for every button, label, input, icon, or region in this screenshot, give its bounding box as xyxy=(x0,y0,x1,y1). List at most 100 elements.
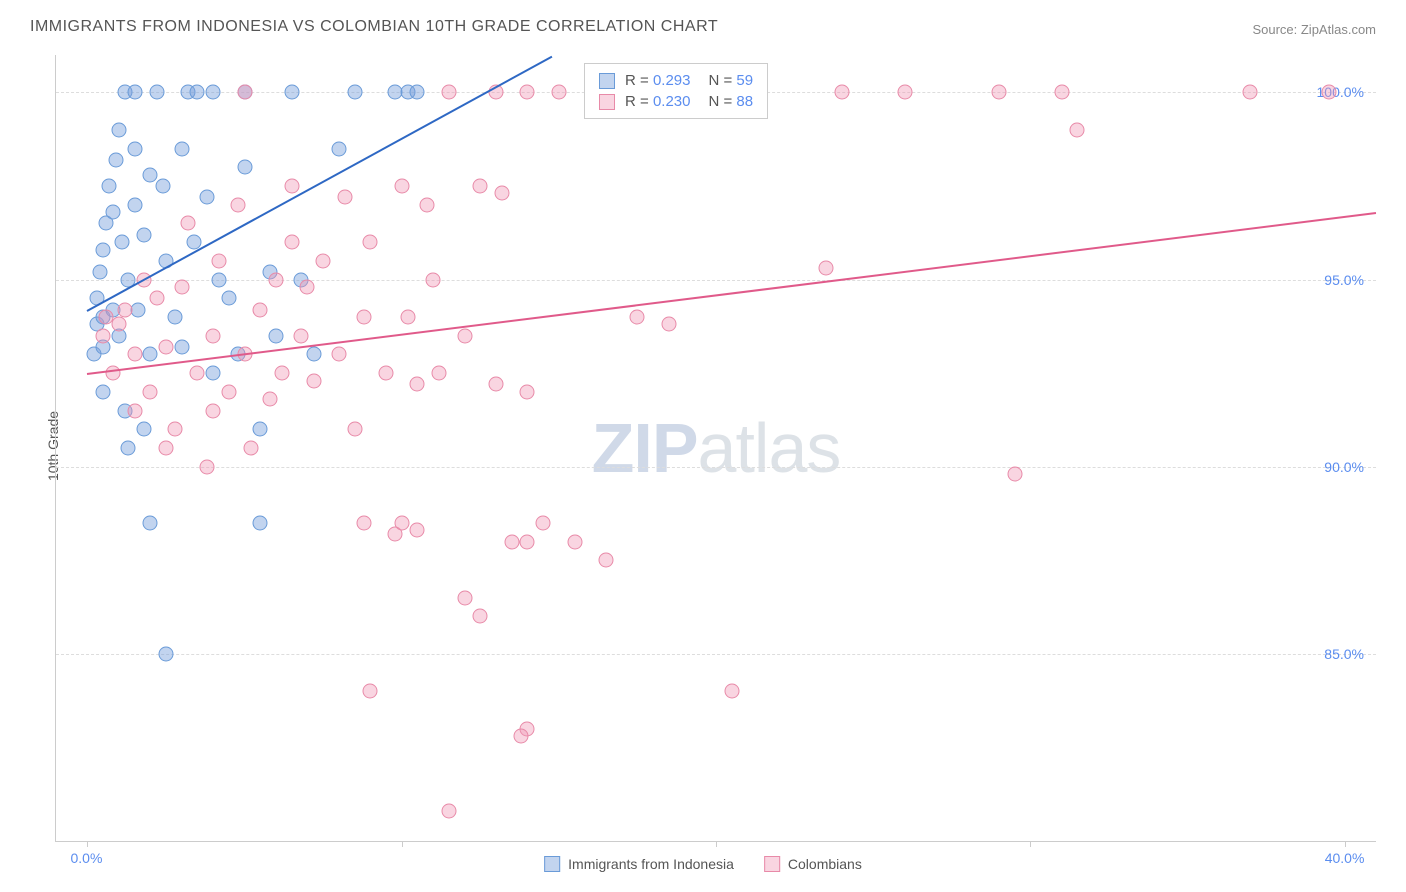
scatter-point xyxy=(143,515,158,530)
scatter-point xyxy=(111,317,126,332)
scatter-point xyxy=(93,265,108,280)
scatter-point xyxy=(441,804,456,819)
scatter-point xyxy=(284,178,299,193)
y-tick-label: 90.0% xyxy=(1324,459,1364,475)
scatter-point xyxy=(1243,85,1258,100)
scatter-point xyxy=(149,85,164,100)
scatter-point xyxy=(168,422,183,437)
scatter-point xyxy=(253,422,268,437)
scatter-point xyxy=(127,85,142,100)
y-tick-label: 95.0% xyxy=(1324,272,1364,288)
scatter-point xyxy=(401,309,416,324)
scatter-point xyxy=(441,85,456,100)
scatter-point xyxy=(331,141,346,156)
scatter-point xyxy=(567,534,582,549)
scatter-point xyxy=(206,85,221,100)
scatter-point xyxy=(221,384,236,399)
scatter-point xyxy=(127,347,142,362)
scatter-point xyxy=(121,441,136,456)
x-tick xyxy=(402,841,403,847)
scatter-point xyxy=(143,167,158,182)
scatter-point xyxy=(599,553,614,568)
series-swatch xyxy=(599,94,615,110)
scatter-point xyxy=(111,122,126,137)
scatter-point xyxy=(127,197,142,212)
scatter-point xyxy=(520,384,535,399)
x-tick-label: 0.0% xyxy=(70,850,102,866)
scatter-point xyxy=(457,590,472,605)
scatter-point xyxy=(410,377,425,392)
scatter-point xyxy=(410,85,425,100)
scatter-point xyxy=(363,684,378,699)
scatter-point xyxy=(347,422,362,437)
scatter-point xyxy=(504,534,519,549)
legend-item: Colombians xyxy=(764,856,862,872)
scatter-point xyxy=(284,85,299,100)
scatter-point xyxy=(294,328,309,343)
scatter-point xyxy=(630,309,645,324)
scatter-point xyxy=(520,85,535,100)
scatter-point xyxy=(206,403,221,418)
scatter-point xyxy=(661,317,676,332)
scatter-point xyxy=(1070,122,1085,137)
scatter-point xyxy=(159,339,174,354)
scatter-point xyxy=(262,392,277,407)
scatter-point xyxy=(174,339,189,354)
chart-title: IMMIGRANTS FROM INDONESIA VS COLOMBIAN 1… xyxy=(30,18,718,36)
scatter-point xyxy=(127,141,142,156)
scatter-point xyxy=(357,309,372,324)
scatter-point xyxy=(206,328,221,343)
scatter-point xyxy=(357,515,372,530)
gridline-h xyxy=(56,280,1376,281)
stats-row: R = 0.230 N = 88 xyxy=(599,91,753,112)
scatter-point xyxy=(253,515,268,530)
scatter-point xyxy=(897,85,912,100)
scatter-point xyxy=(419,197,434,212)
scatter-point xyxy=(137,227,152,242)
legend-label: Immigrants from Indonesia xyxy=(568,856,734,872)
scatter-point xyxy=(363,235,378,250)
scatter-point xyxy=(495,186,510,201)
scatter-point xyxy=(275,366,290,381)
scatter-point xyxy=(724,684,739,699)
stat-r-label: R = 0.293 xyxy=(625,72,690,89)
scatter-point xyxy=(237,160,252,175)
scatter-point xyxy=(338,190,353,205)
scatter-point xyxy=(212,272,227,287)
scatter-point xyxy=(174,141,189,156)
trend-line xyxy=(87,212,1376,375)
gridline-h xyxy=(56,467,1376,468)
scatter-point xyxy=(394,515,409,530)
stat-n-value: 59 xyxy=(736,72,753,89)
scatter-point xyxy=(212,253,227,268)
scatter-point xyxy=(105,366,120,381)
scatter-point xyxy=(536,515,551,530)
scatter-point xyxy=(221,291,236,306)
stat-n-label: N = 88 xyxy=(708,93,753,110)
scatter-point xyxy=(102,178,117,193)
scatter-point xyxy=(155,178,170,193)
scatter-point xyxy=(199,459,214,474)
scatter-point xyxy=(253,302,268,317)
stat-r-label: R = 0.230 xyxy=(625,93,690,110)
stat-n-label: N = 59 xyxy=(708,72,753,89)
scatter-point xyxy=(394,178,409,193)
scatter-point xyxy=(473,609,488,624)
scatter-point xyxy=(237,85,252,100)
watermark-prefix: ZIP xyxy=(592,409,698,487)
scatter-point xyxy=(489,377,504,392)
scatter-point xyxy=(181,216,196,231)
x-tick xyxy=(87,841,88,847)
scatter-point xyxy=(306,373,321,388)
scatter-point xyxy=(284,235,299,250)
x-tick xyxy=(1345,841,1346,847)
scatter-point xyxy=(105,205,120,220)
legend-swatch xyxy=(544,856,560,872)
x-tick xyxy=(1030,841,1031,847)
scatter-point xyxy=(190,85,205,100)
x-tick xyxy=(716,841,717,847)
x-tick-label: 40.0% xyxy=(1325,850,1365,866)
y-tick-label: 85.0% xyxy=(1324,646,1364,662)
scatter-point xyxy=(149,291,164,306)
scatter-point xyxy=(174,280,189,295)
